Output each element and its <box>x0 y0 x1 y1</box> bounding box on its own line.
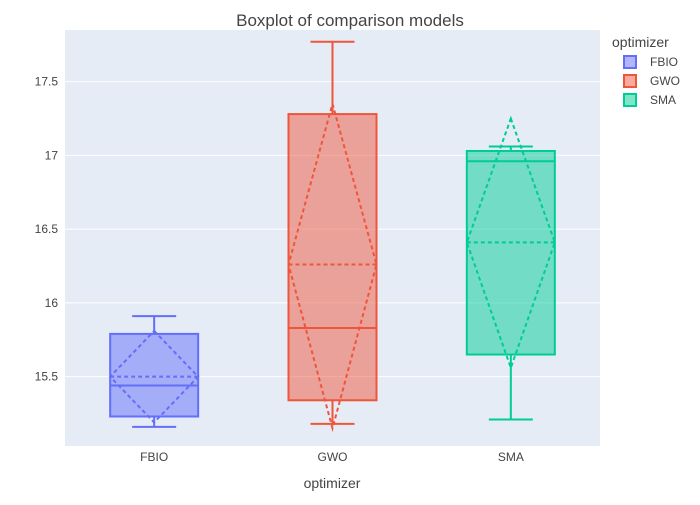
legend-item-sma: SMA <box>623 93 676 107</box>
sd-diamond <box>465 115 556 371</box>
iqr-box <box>287 113 378 402</box>
legend-item-gwo: GWO <box>623 74 680 88</box>
sd-diamond <box>108 329 200 424</box>
iqr-box <box>109 332 200 418</box>
legend-swatch <box>623 55 637 69</box>
x-tick-label: SMA <box>498 450 524 464</box>
y-tick-label: 15.5 <box>35 370 59 384</box>
legend-label: FBIO <box>650 55 678 69</box>
y-tick-labels: 15.5 16 16.5 17 17.5 <box>35 75 59 384</box>
y-tick-label: 17 <box>45 148 59 162</box>
x-axis-title: optimizer <box>304 475 361 491</box>
x-tick-label: GWO <box>318 450 348 464</box>
box-traces <box>108 40 556 433</box>
chart-title: Boxplot of comparison models <box>236 11 464 30</box>
legend: optimizer FBIO GWO SMA <box>612 34 680 107</box>
legend-label: GWO <box>650 74 680 88</box>
box-sma <box>465 115 556 421</box>
legend-swatch <box>623 74 637 88</box>
legend-label: SMA <box>650 93 676 107</box>
sd-diamond <box>287 99 378 433</box>
x-tick-labels: FBIO GWO SMA <box>140 450 524 464</box>
box-gwo <box>287 40 378 433</box>
box-fbio <box>108 315 200 428</box>
legend-title: optimizer <box>612 34 669 50</box>
y-tick-label: 16.5 <box>35 222 59 236</box>
y-tick-label: 16 <box>45 296 59 310</box>
legend-swatch <box>623 93 637 107</box>
x-tick-label: FBIO <box>140 450 168 464</box>
legend-item-fbio: FBIO <box>623 55 678 69</box>
y-tick-label: 17.5 <box>35 75 59 89</box>
iqr-box <box>465 149 556 356</box>
